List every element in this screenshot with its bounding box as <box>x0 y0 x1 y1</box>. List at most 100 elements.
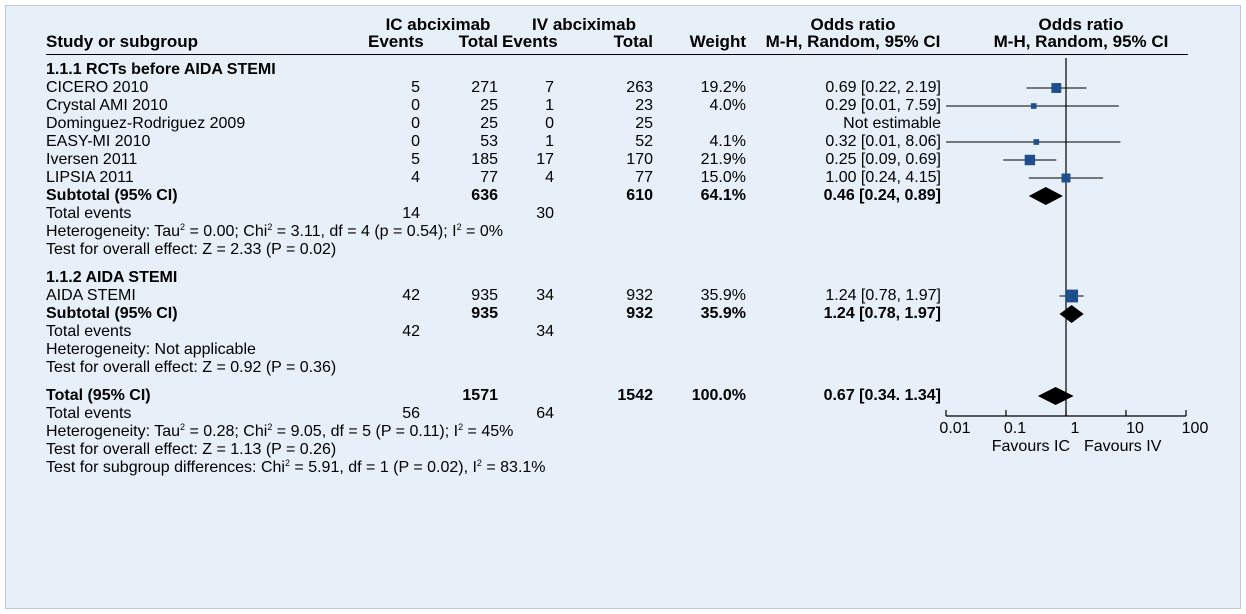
header-or-title: Odds ratio <box>810 15 896 34</box>
iv-total: 932 <box>626 287 653 304</box>
iv-events: 34 <box>536 287 554 304</box>
subtotal-weight: 64.1% <box>700 187 746 204</box>
overall-effect-text: Test for overall effect: Z = 2.33 (P = 0… <box>46 241 337 258</box>
study-marker <box>1024 154 1036 166</box>
odds-ratio-ci: 0.25 [0.09, 0.69] <box>825 151 941 168</box>
favours-iv-label: Favours IV <box>1084 438 1162 455</box>
header-plot-title: Odds ratio <box>1038 15 1124 34</box>
weight: 35.9% <box>700 287 746 304</box>
header-plot-method: M-H, Random, 95% CI <box>993 32 1169 51</box>
study-marker <box>1051 83 1062 93</box>
weight: 21.9% <box>700 151 746 168</box>
iv-events: 1 <box>545 97 554 114</box>
study-name: EASY-MI 2010 <box>46 133 151 150</box>
total-ic-total: 1571 <box>462 387 498 404</box>
ic-total: 53 <box>480 133 498 150</box>
weight: 4.0% <box>709 97 746 114</box>
header-iv-total: Total <box>613 32 653 51</box>
total-weight: 100.0% <box>691 387 746 404</box>
study-name: Dominguez-Rodriguez 2009 <box>46 115 246 132</box>
iv-total: 170 <box>626 151 653 168</box>
overall-effect-text: Test for overall effect: Z = 0.92 (P = 0… <box>46 359 337 376</box>
subgroup-difference-text: Test for subgroup differences: Chi2 = 5.… <box>46 458 546 477</box>
header-iv-group: IV abciximab <box>532 15 636 34</box>
subgroup-title: 1.1.2 AIDA STEMI <box>46 269 178 286</box>
header-iv-events: Events <box>502 32 558 51</box>
iv-events: 0 <box>545 115 554 132</box>
iv-total: 23 <box>635 97 653 114</box>
ic-events: 0 <box>411 97 420 114</box>
heterogeneity-text: Heterogeneity: Not applicable <box>46 341 256 358</box>
iv-events: 1 <box>545 133 554 150</box>
total-events-iv: 30 <box>536 205 554 222</box>
odds-ratio-ci: 1.24 [0.78, 1.97] <box>825 287 941 304</box>
ic-events: 0 <box>411 115 420 132</box>
subgroup-title: 1.1.1 RCTs before AIDA STEMI <box>46 61 276 78</box>
study-name: Iversen 2011 <box>46 151 138 168</box>
study-name: LIPSIA 2011 <box>46 169 134 186</box>
odds-ratio-ci: 0.29 [0.01, 7.59] <box>825 97 941 114</box>
weight: 19.2% <box>700 79 746 96</box>
ic-total: 77 <box>480 169 498 186</box>
overall-effect-text: Test for overall effect: Z = 1.13 (P = 0… <box>46 441 337 458</box>
total-events-label: Total events <box>46 205 132 222</box>
total-events-iv: 34 <box>536 323 554 340</box>
iv-total: 25 <box>635 115 653 132</box>
pooled-diamond <box>1037 387 1074 405</box>
study-marker <box>1061 173 1071 183</box>
ic-events: 0 <box>411 133 420 150</box>
favours-ic-label: Favours IC <box>991 438 1070 455</box>
subtotal-iv-total: 932 <box>626 305 653 322</box>
study-marker <box>1030 103 1037 109</box>
iv-events: 4 <box>545 169 554 186</box>
axis-tick-label: 1 <box>1070 420 1080 437</box>
total-events-label: Total events <box>46 323 132 340</box>
axis-tick-label: 100 <box>1181 420 1209 437</box>
odds-ratio-ci: Not estimable <box>843 115 941 132</box>
subtotal-ic-total: 935 <box>471 305 498 322</box>
ic-total: 25 <box>480 97 498 114</box>
header-ic-total: Total <box>458 32 498 51</box>
iv-total: 263 <box>626 79 653 96</box>
study-name: CICERO 2010 <box>46 79 149 96</box>
pooled-diamond <box>1059 305 1084 323</box>
iv-total: 77 <box>635 169 653 186</box>
subtotal-ci: 0.46 [0.24, 0.89] <box>823 187 941 204</box>
total-ci: 0.67 [0.34. 1.34] <box>823 387 941 404</box>
subtotal-ic-total: 636 <box>471 187 498 204</box>
ic-events: 42 <box>402 287 420 304</box>
header-divider <box>46 54 1188 55</box>
total-events-ic: 56 <box>402 405 420 422</box>
study-marker <box>1065 289 1078 303</box>
header-ic-events: Events <box>368 32 424 51</box>
total-events-label: Total events <box>46 405 132 422</box>
subtotal-iv-total: 610 <box>626 187 653 204</box>
odds-ratio-ci: 1.00 [0.24, 4.15] <box>825 169 941 186</box>
odds-ratio-ci: 0.69 [0.22, 2.19] <box>825 79 941 96</box>
total-label: Total (95% CI) <box>46 387 151 404</box>
iv-events: 7 <box>545 79 554 96</box>
subtotal-ci: 1.24 [0.78, 1.97] <box>823 305 941 322</box>
subtotal-label: Subtotal (95% CI) <box>46 305 178 322</box>
heterogeneity-text: Heterogeneity: Tau2 = 0.28; Chi2 = 9.05,… <box>46 422 514 441</box>
ic-events: 5 <box>411 79 420 96</box>
header-study-label: Study or subgroup <box>46 32 199 51</box>
header-weight: Weight <box>689 32 746 51</box>
iv-events: 17 <box>536 151 554 168</box>
weight: 4.1% <box>709 133 746 150</box>
forest-plot-figure: Study or subgroup IC abciximab IV abcixi… <box>5 5 1241 609</box>
odds-ratio-ci: 0.32 [0.01, 8.06] <box>825 133 941 150</box>
ic-events: 5 <box>411 151 420 168</box>
header-or-method: M-H, Random, 95% CI <box>765 32 941 51</box>
ic-events: 4 <box>411 169 420 186</box>
axis-tick-label: 0.01 <box>939 420 971 437</box>
heterogeneity-text: Heterogeneity: Tau2 = 0.00; Chi2 = 3.11,… <box>46 222 503 241</box>
weight: 15.0% <box>700 169 746 186</box>
header-ic-group: IC abciximab <box>385 15 491 34</box>
axis-tick-label: 0.1 <box>1003 420 1027 437</box>
study-name: AIDA STEMI <box>46 287 136 304</box>
axis-tick-label: 10 <box>1126 420 1144 437</box>
ic-total: 25 <box>480 115 498 132</box>
ic-total: 935 <box>471 287 498 304</box>
subtotal-label: Subtotal (95% CI) <box>46 187 178 204</box>
